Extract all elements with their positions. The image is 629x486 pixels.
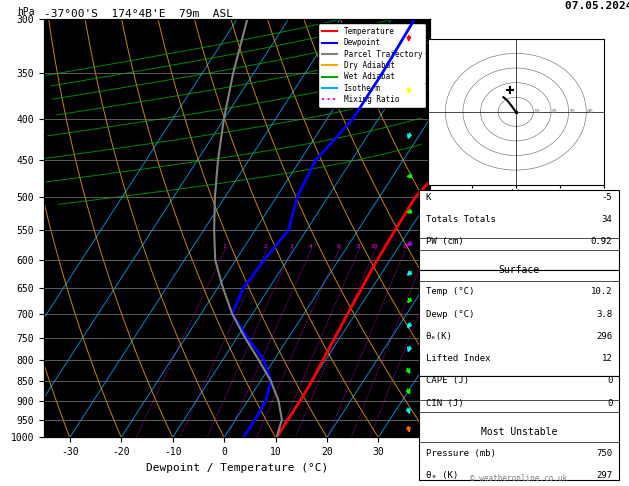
Text: 30: 30	[569, 109, 575, 114]
Text: Dewp (°C): Dewp (°C)	[426, 310, 474, 319]
Text: Most Unstable: Most Unstable	[481, 427, 557, 437]
Text: 2: 2	[264, 244, 268, 249]
Text: Surface: Surface	[498, 265, 540, 275]
Text: 07.05.2024  12GMT  (Base: 06): 07.05.2024 12GMT (Base: 06)	[565, 1, 629, 11]
Text: θₑ(K): θₑ(K)	[426, 332, 452, 341]
Text: 0: 0	[607, 376, 613, 385]
Text: © weatheronline.co.uk: © weatheronline.co.uk	[470, 474, 567, 483]
Text: 10: 10	[533, 109, 540, 114]
X-axis label: kt: kt	[511, 189, 521, 198]
Text: PW (cm): PW (cm)	[426, 237, 463, 246]
Text: 3: 3	[289, 244, 293, 249]
Text: -37°00'S  174°4B'E  79m  ASL: -37°00'S 174°4B'E 79m ASL	[44, 9, 233, 18]
Legend: Temperature, Dewpoint, Parcel Trajectory, Dry Adiabat, Wet Adiabat, Isotherm, Mi: Temperature, Dewpoint, Parcel Trajectory…	[318, 23, 426, 107]
FancyBboxPatch shape	[420, 270, 618, 376]
X-axis label: Dewpoint / Temperature (°C): Dewpoint / Temperature (°C)	[146, 463, 328, 473]
Text: Pressure (mb): Pressure (mb)	[426, 449, 496, 458]
Text: 296: 296	[596, 332, 613, 341]
Text: 0.92: 0.92	[591, 237, 613, 246]
FancyBboxPatch shape	[420, 376, 618, 480]
Text: 8: 8	[357, 244, 360, 249]
Text: 12: 12	[601, 354, 613, 363]
Text: -5: -5	[601, 192, 613, 202]
Text: K: K	[426, 192, 431, 202]
Text: Temp (°C): Temp (°C)	[426, 287, 474, 296]
Text: 3.8: 3.8	[596, 310, 613, 319]
Text: 40: 40	[586, 109, 593, 114]
Text: 297: 297	[596, 471, 613, 480]
Text: Lifted Index: Lifted Index	[426, 354, 490, 363]
Text: CIN (J): CIN (J)	[426, 399, 463, 408]
Text: 10: 10	[370, 244, 378, 249]
Text: θₑ (K): θₑ (K)	[426, 471, 458, 480]
Text: 34: 34	[601, 215, 613, 224]
Y-axis label: km
ASL: km ASL	[464, 228, 482, 250]
Text: hPa: hPa	[17, 7, 35, 17]
FancyBboxPatch shape	[420, 190, 618, 270]
Text: 0: 0	[607, 399, 613, 408]
Text: CAPE (J): CAPE (J)	[426, 376, 469, 385]
Text: Totals Totals: Totals Totals	[426, 215, 496, 224]
Text: 750: 750	[596, 449, 613, 458]
Text: 1: 1	[223, 244, 226, 249]
Text: LCL: LCL	[430, 408, 450, 417]
Text: 4: 4	[309, 244, 312, 249]
Text: 20: 20	[551, 109, 557, 114]
Text: 15: 15	[401, 244, 408, 249]
Text: 10.2: 10.2	[591, 287, 613, 296]
Text: 6: 6	[336, 244, 340, 249]
